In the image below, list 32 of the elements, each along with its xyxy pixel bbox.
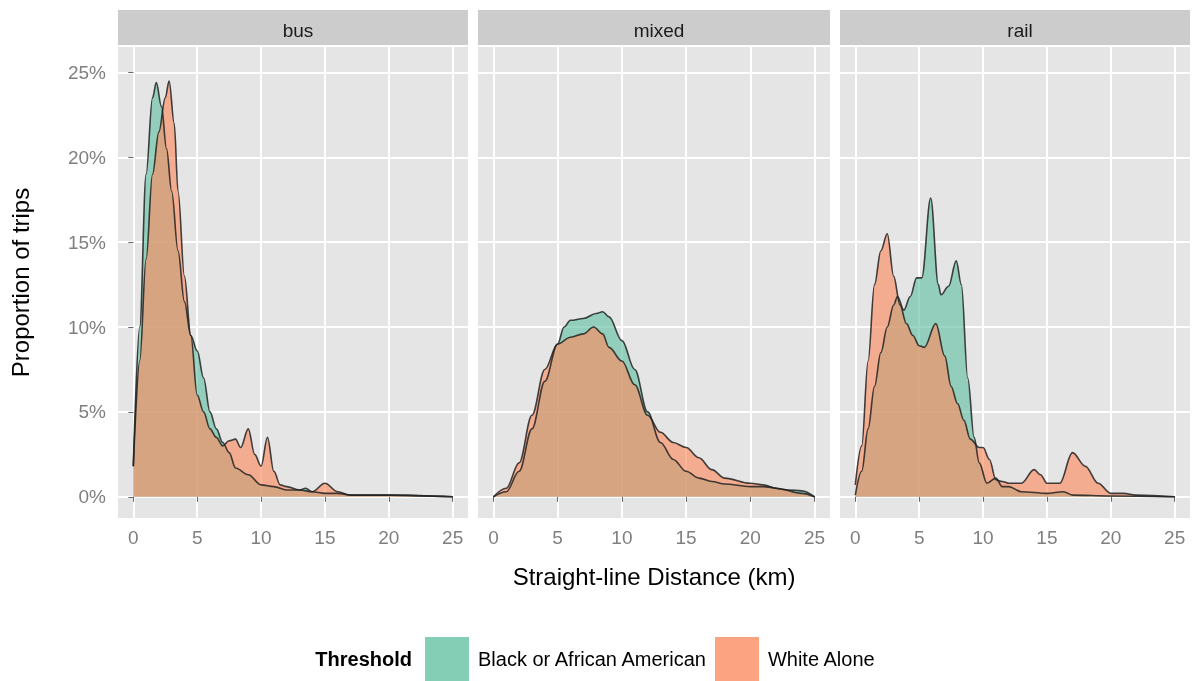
x-tick-label: 5 (552, 527, 563, 548)
x-tick-label: 15 (1036, 527, 1058, 548)
y-tick-label: 20% (67, 146, 107, 168)
x-tick-label: 10 (972, 527, 994, 548)
x-tick-label: 20 (739, 527, 761, 548)
y-tick-label: 0% (78, 486, 107, 508)
x-tick-label: 15 (675, 527, 697, 548)
x-axis-title: Straight-line Distance (km) (512, 562, 796, 590)
x-tick-label: 10 (611, 527, 633, 548)
chart-title: rail (1007, 20, 1033, 41)
x-tick-label: 25 (804, 527, 826, 548)
legend-label: White Alone (767, 647, 875, 671)
legend-title: Threshold (315, 647, 413, 671)
y-tick-label: 10% (67, 316, 107, 338)
y-tick-label: 25% (67, 61, 107, 83)
x-tick-label: 20 (378, 527, 400, 548)
y-tick-label: 5% (78, 401, 107, 423)
legend-label: Black or African American (478, 647, 706, 671)
x-tick-label: 5 (913, 527, 925, 548)
chart-title: mixed (633, 20, 685, 41)
chart-title: bus (282, 20, 314, 41)
x-tick-label: 15 (314, 527, 336, 548)
x-tick-label: 25 (1164, 527, 1186, 548)
x-tick-label: 5 (191, 527, 203, 548)
x-tick-label: 20 (1100, 527, 1122, 548)
x-tick-label: 0 (128, 527, 139, 548)
y-axis-title: Proportion of trips (6, 187, 34, 378)
y-tick-label: 15% (67, 231, 107, 253)
x-tick-label: 25 (442, 527, 464, 548)
x-tick-label: 10 (250, 527, 272, 548)
x-tick-label: 0 (488, 527, 499, 548)
x-tick-label: 0 (850, 527, 861, 548)
